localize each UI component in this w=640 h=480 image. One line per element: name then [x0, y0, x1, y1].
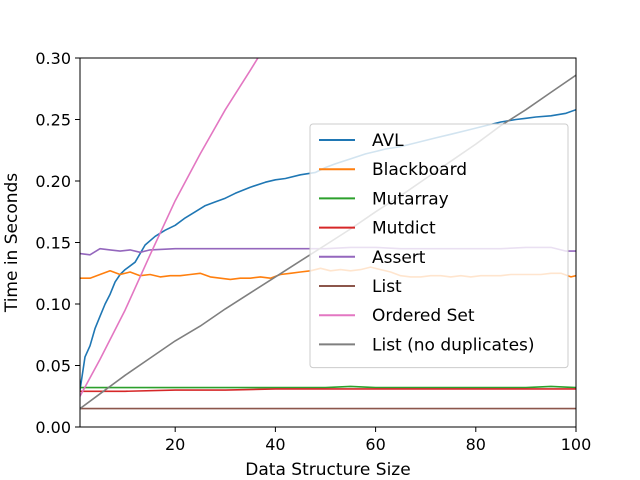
legend-box: [309, 123, 569, 369]
legend-label: AVL: [372, 131, 404, 151]
y-tick-label: 0.20: [35, 172, 71, 191]
legend-label: Assert: [372, 248, 426, 268]
legend-label: List: [372, 277, 402, 297]
x-tick-label: 40: [265, 435, 285, 454]
legend-label: List (no duplicates): [372, 335, 535, 355]
y-tick-label: 0.15: [35, 234, 71, 253]
legend: AVL Blackboard Mutarray Mutdict Assert List Or…: [309, 123, 569, 369]
series-line-3: [80, 388, 576, 393]
x-tick-label: 80: [466, 435, 486, 454]
x-tick-label: 20: [165, 435, 185, 454]
x-axis-label: Data Structure Size: [245, 460, 410, 480]
series-line-2: [80, 385, 576, 389]
series-line-6: [80, 58, 259, 398]
legend-label: Mutarray: [372, 189, 449, 209]
y-tick-label: 0.00: [35, 418, 71, 437]
y-tick-label: 0.10: [35, 295, 71, 314]
x-tick-label: 100: [561, 435, 592, 454]
y-axis-label: Time in Seconds: [2, 173, 22, 313]
legend-label: Ordered Set: [372, 306, 475, 326]
y-tick-label: 0.05: [35, 357, 71, 376]
x-tick-label: 60: [365, 435, 385, 454]
legend-label: Blackboard: [372, 160, 467, 180]
y-tick-label: 0.30: [35, 49, 71, 68]
y-axis: 0.00 0.05 0.10 0.15 0.20 0.25 0.30: [35, 49, 80, 437]
y-tick-label: 0.25: [35, 111, 71, 130]
x-axis: 20 40 60 80 100: [165, 427, 591, 454]
legend-label: Mutdict: [372, 219, 436, 239]
